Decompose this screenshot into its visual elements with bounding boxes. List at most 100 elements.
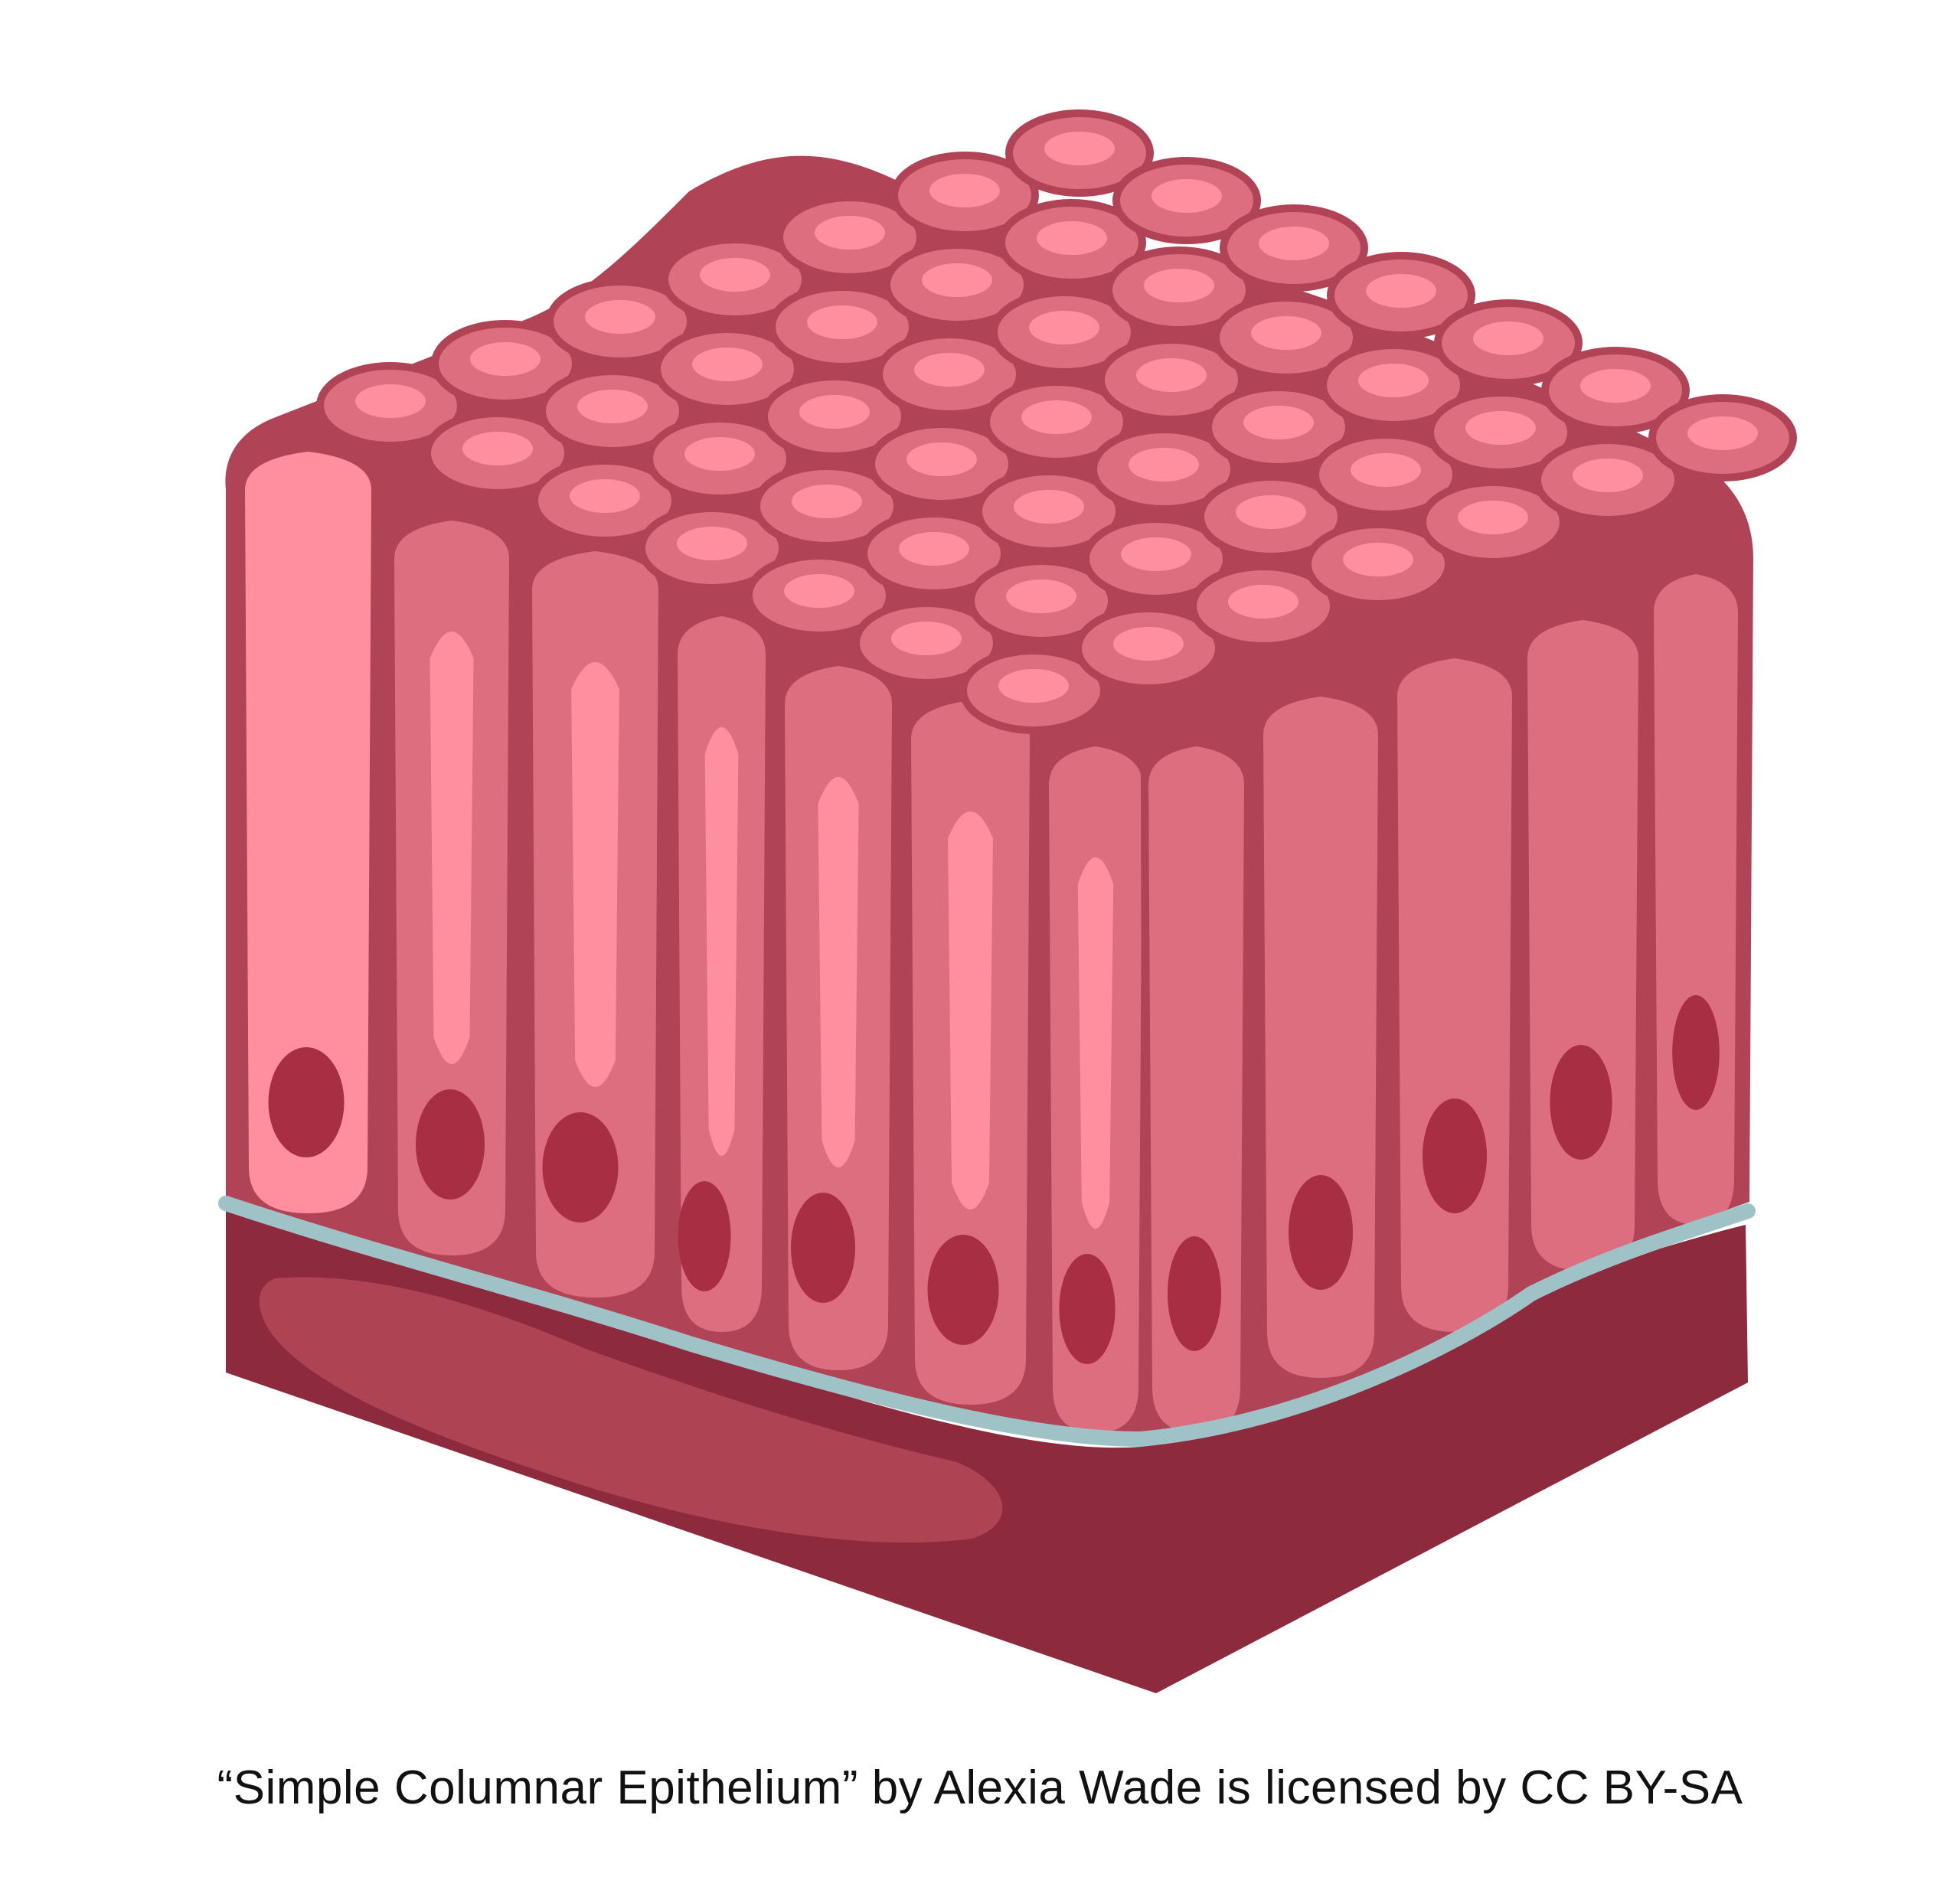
apical-cell <box>998 199 1146 286</box>
nucleus <box>792 485 862 518</box>
nucleus <box>891 622 962 655</box>
nucleus <box>914 353 985 387</box>
nucleus <box>1259 227 1329 260</box>
nucleus <box>1029 311 1099 344</box>
apical-cell <box>852 599 1001 687</box>
apical-cell <box>990 289 1138 376</box>
apical-cell <box>531 457 679 544</box>
nucleus <box>542 1112 619 1222</box>
apical-cell <box>1105 246 1253 334</box>
nucleus <box>1121 537 1191 571</box>
nucleus <box>1168 1236 1221 1351</box>
nucleus <box>570 479 640 513</box>
apical-cell <box>1089 426 1238 513</box>
columnar-cell <box>1397 658 1512 1332</box>
nucleus <box>692 348 763 381</box>
apical-cell <box>753 462 901 550</box>
apical-cell <box>1204 384 1353 471</box>
nucleus <box>1473 322 1544 355</box>
apical-cell <box>1319 341 1468 429</box>
nucleus <box>1129 448 1199 481</box>
nucleus <box>1366 274 1436 308</box>
nucleus <box>1243 406 1314 439</box>
nucleus <box>355 384 426 418</box>
apical-cell <box>316 362 465 449</box>
epithelial-layer <box>225 109 1797 1440</box>
nucleus <box>1358 364 1429 397</box>
apical-cell <box>661 236 809 323</box>
nucleus <box>1351 453 1421 487</box>
nucleus <box>1465 411 1536 445</box>
nucleus <box>678 1181 731 1291</box>
nucleus <box>1044 132 1115 165</box>
apical-cell <box>875 331 1024 418</box>
columnar-cell <box>678 616 766 1332</box>
nucleus <box>1580 369 1651 403</box>
apical-cell <box>1074 605 1223 692</box>
nucleus <box>1672 995 1720 1110</box>
nucleus <box>1136 358 1207 392</box>
column-cells-right <box>1148 574 1738 1433</box>
apical-cell <box>1312 431 1460 518</box>
apical-cell <box>1304 521 1452 608</box>
apical-cell <box>967 557 1116 645</box>
nucleus <box>791 1193 855 1303</box>
nucleus <box>585 300 655 334</box>
nucleus <box>1152 179 1222 213</box>
nucleus <box>998 669 1069 703</box>
nucleus <box>1113 627 1184 661</box>
columnar-cell <box>785 666 892 1370</box>
apical-cell <box>760 373 909 460</box>
columnar-cell <box>911 700 1030 1405</box>
apical-cell <box>883 241 1031 328</box>
nucleus <box>462 432 533 465</box>
apical-cell <box>1189 563 1338 650</box>
nucleus <box>1037 221 1107 255</box>
nucleus <box>1144 269 1214 302</box>
apical-cell <box>1220 204 1368 292</box>
nucleus <box>927 1235 999 1345</box>
apical-cell <box>867 420 1016 508</box>
apical-cell <box>1082 515 1230 602</box>
apical-cell <box>1434 299 1583 387</box>
nucleus <box>807 305 877 339</box>
columnar-cell <box>532 551 658 1298</box>
nucleus <box>784 574 854 608</box>
apical-cell <box>1212 294 1361 381</box>
nucleus <box>922 263 992 297</box>
nucleus <box>677 527 747 560</box>
nucleus <box>1343 543 1413 576</box>
apical-cell <box>653 325 802 413</box>
apical-cell <box>1327 252 1475 339</box>
nucleus <box>268 1047 345 1157</box>
nucleus <box>470 342 541 376</box>
apical-cell <box>745 552 893 639</box>
nucleus <box>1021 400 1092 434</box>
apical-cell <box>546 278 694 365</box>
apical-cell <box>538 367 687 455</box>
nucleus <box>1573 459 1643 492</box>
attribution-caption: “Simple Columnar Epithelium” by Alexia W… <box>217 1761 1743 1814</box>
apical-cell <box>768 283 916 370</box>
apical-surface-cells <box>316 109 1797 734</box>
columnar-cell <box>1049 746 1142 1433</box>
column-cells-left <box>245 452 1142 1433</box>
nucleus <box>1550 1045 1612 1160</box>
columnar-cell <box>1654 574 1738 1225</box>
apical-cell <box>1005 109 1154 197</box>
nucleus <box>1423 1098 1487 1213</box>
nucleus <box>1236 495 1306 529</box>
apical-cell <box>1648 394 1797 481</box>
apical-cell <box>959 647 1108 734</box>
apical-cell <box>1197 473 1345 560</box>
columnar-cell <box>1263 697 1378 1378</box>
apical-cell <box>645 415 794 502</box>
nucleus <box>577 390 648 423</box>
apical-cell <box>1112 157 1261 244</box>
columnar-cell <box>1148 746 1244 1433</box>
columnar-cell <box>1527 620 1638 1271</box>
nucleus <box>1458 501 1528 534</box>
columnar-cell <box>394 521 509 1255</box>
nucleus <box>1006 579 1076 613</box>
